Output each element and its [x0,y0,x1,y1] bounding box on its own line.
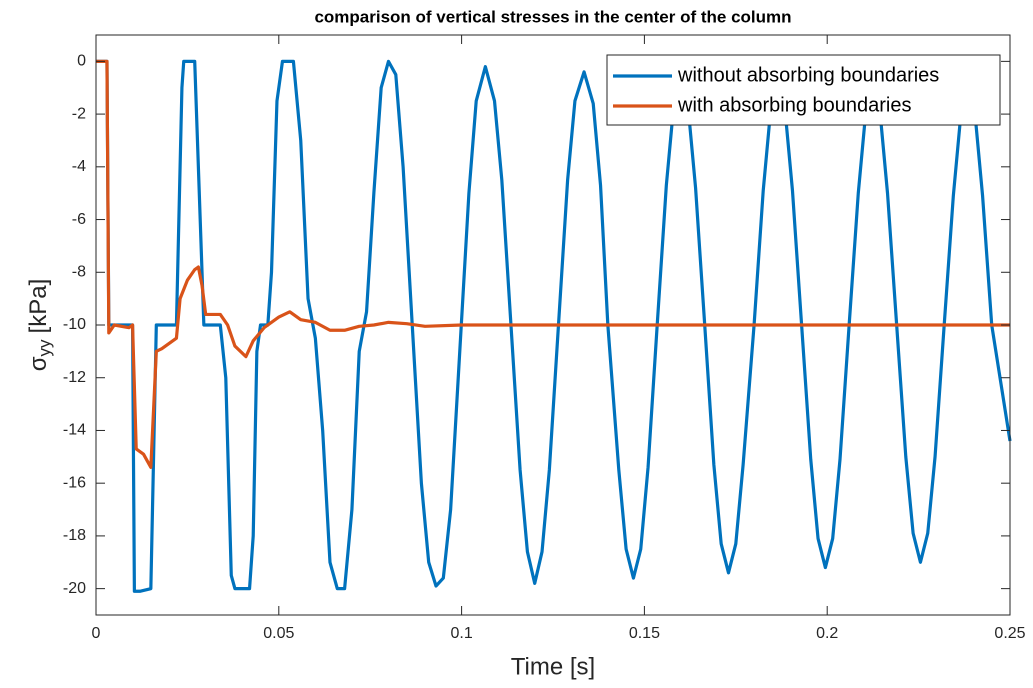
y-tick-label: -8 [72,263,86,280]
chart-title: comparison of vertical stresses in the c… [314,7,791,26]
y-tick-label: -16 [63,474,86,491]
x-tick-label: 0 [92,625,101,642]
y-tick-label: -6 [72,211,86,228]
y-label-symbol: σ [25,356,52,371]
y-axis-label: σyy [kPa] [25,279,54,372]
series-line [96,59,1012,593]
y-tick-label: -18 [63,527,86,544]
y-tick-label: -2 [72,105,86,122]
y-tick-label: -20 [63,580,86,597]
series-line [96,59,1010,469]
legend-label: without absorbing boundaries [677,64,939,86]
x-tick-label: 0.05 [263,625,294,642]
legend-box [606,54,1001,126]
y-tick-label: -14 [63,422,86,439]
x-axis-label: Time [s] [511,653,595,680]
y-label-unit: [kPa] [25,279,52,334]
plot-layer [96,59,1012,593]
x-tick-label: 0.15 [629,625,660,642]
y-label-subscript: yy [35,339,54,357]
y-tick-label: 0 [77,53,86,70]
y-tick-label: -4 [72,158,86,175]
y-tick-label: -10 [63,316,86,333]
x-tick-label: 0.25 [994,625,1025,642]
y-tick-label: -12 [63,369,86,386]
x-tick-label: 0.1 [450,625,472,642]
legend-label: with absorbing boundaries [677,94,912,116]
x-tick-label: 0.2 [816,625,838,642]
